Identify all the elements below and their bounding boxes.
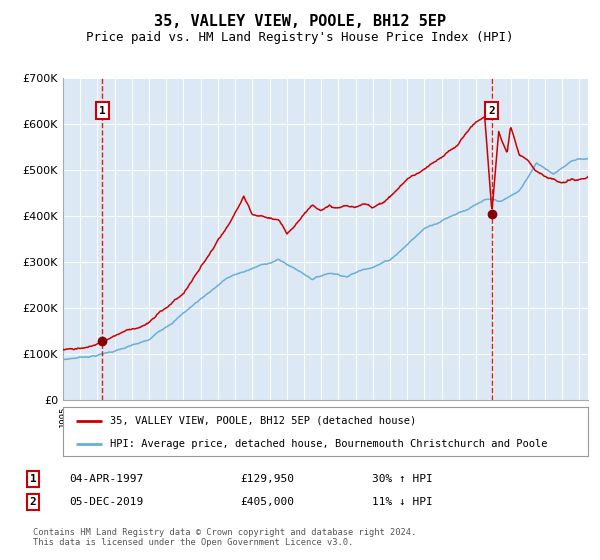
- Text: £405,000: £405,000: [240, 497, 294, 507]
- Text: 05-DEC-2019: 05-DEC-2019: [69, 497, 143, 507]
- Text: HPI: Average price, detached house, Bournemouth Christchurch and Poole: HPI: Average price, detached house, Bour…: [110, 439, 548, 449]
- Text: 1: 1: [29, 474, 37, 484]
- Text: £129,950: £129,950: [240, 474, 294, 484]
- Text: 1: 1: [98, 106, 106, 115]
- Text: 30% ↑ HPI: 30% ↑ HPI: [372, 474, 433, 484]
- Text: 11% ↓ HPI: 11% ↓ HPI: [372, 497, 433, 507]
- Text: 2: 2: [488, 106, 496, 115]
- Text: 04-APR-1997: 04-APR-1997: [69, 474, 143, 484]
- Text: Price paid vs. HM Land Registry's House Price Index (HPI): Price paid vs. HM Land Registry's House …: [86, 31, 514, 44]
- Text: 2: 2: [29, 497, 37, 507]
- Text: Contains HM Land Registry data © Crown copyright and database right 2024.
This d: Contains HM Land Registry data © Crown c…: [33, 528, 416, 547]
- Text: 35, VALLEY VIEW, POOLE, BH12 5EP: 35, VALLEY VIEW, POOLE, BH12 5EP: [154, 14, 446, 29]
- Text: 35, VALLEY VIEW, POOLE, BH12 5EP (detached house): 35, VALLEY VIEW, POOLE, BH12 5EP (detach…: [110, 416, 416, 426]
